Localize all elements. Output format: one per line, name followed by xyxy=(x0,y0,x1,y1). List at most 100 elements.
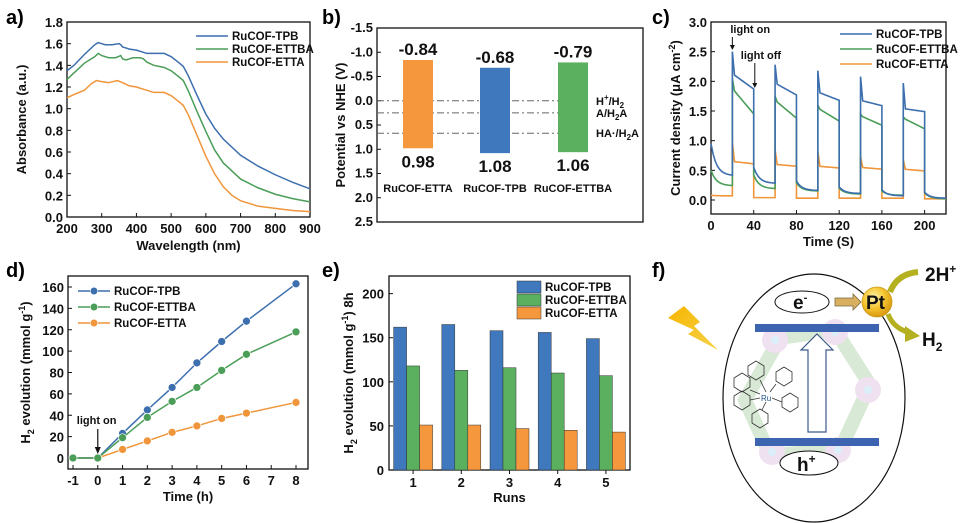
panel-label-c: c) xyxy=(652,7,670,29)
hole-label: h+ xyxy=(797,452,816,476)
y-tick-label: 140 xyxy=(42,301,64,316)
x-tick-label: 2 xyxy=(144,473,151,488)
y-tick-label: 0.6 xyxy=(45,145,63,160)
electron-transfer-arrow-icon xyxy=(834,293,862,311)
data-point xyxy=(242,408,251,418)
chart-h2-evolution-runs: 0 50 100 150 200 Runs H2 evolution (mmol g-1) … xyxy=(340,275,631,505)
x-tick-label: 5 xyxy=(602,475,609,490)
bar-rucof-tpb-run-1 xyxy=(393,326,407,471)
y-tick-label: 100 xyxy=(362,375,384,390)
y-tick-label: 0.8 xyxy=(45,123,63,138)
y-tick-label: 1.5 xyxy=(355,166,373,181)
series-line-rucof-etta xyxy=(66,79,311,213)
data-point xyxy=(118,445,127,454)
x-tick-label: 2 xyxy=(458,475,465,490)
data-point xyxy=(192,358,202,368)
data-point xyxy=(291,327,301,337)
band-bar-rucof-etta xyxy=(403,60,433,149)
bar-rucof-ettba-run-4 xyxy=(550,372,565,471)
y-axis-label: Absorbance (a.u.) xyxy=(14,65,29,175)
x-tick-label: -1 xyxy=(67,473,79,488)
band-bar-rucof-tpb xyxy=(480,67,510,154)
legend-label: RuCOF-ETTA xyxy=(232,57,305,69)
x-tick-label: 0 xyxy=(94,473,101,488)
y-tick-label: 150 xyxy=(362,331,384,346)
legend-marker xyxy=(89,318,99,328)
y-axis-label: Potential vs NHE (V) xyxy=(333,63,348,188)
data-point xyxy=(217,414,227,423)
y-tick-label: 0.0 xyxy=(355,93,373,108)
category-label: RuCOF-ETTBA xyxy=(534,183,612,195)
electron-label: e- xyxy=(793,292,808,314)
hole-badge xyxy=(779,450,839,476)
data-point xyxy=(118,433,127,443)
chart-absorbance: 200 300 400 500 600 700 800 900 0.0 0.2 0.4 0.6 0.8 1… xyxy=(14,15,321,253)
y-tick-label: 3.0 xyxy=(689,15,707,30)
series-line-rucof-tpb xyxy=(66,41,311,190)
y-tick-label: -1.0 xyxy=(351,44,373,59)
valence-band xyxy=(755,438,879,446)
legend-marker xyxy=(89,286,99,296)
bar-rucof-etta-run-3 xyxy=(515,428,530,471)
legend-label: RuCOF-ETTA xyxy=(114,318,187,330)
y-tick-label: 1.8 xyxy=(45,15,63,30)
y-tick-label: -0.5 xyxy=(351,69,373,84)
x-tick-label: 200 xyxy=(914,218,936,233)
x-tick-label: 80 xyxy=(789,218,803,233)
x-tick-label: 1 xyxy=(409,475,416,490)
x-tick-label: 120 xyxy=(828,218,850,233)
y-axis-label: H2 evolution (mmol g-1) xyxy=(17,301,36,443)
y-tick-label: 0.5 xyxy=(689,163,707,178)
x-tick-label: 4 xyxy=(554,475,562,490)
legend-label: RuCOF-TPB xyxy=(545,282,611,294)
legend-label: RuCOF-ETTA xyxy=(545,308,618,320)
y-tick-label: 160 xyxy=(42,280,64,295)
x-tick-label: 40 xyxy=(746,218,760,233)
x-tick-label: 700 xyxy=(230,221,252,236)
y-tick-label: 1.0 xyxy=(355,141,373,156)
particle-outline xyxy=(722,273,906,523)
plot-frame xyxy=(710,21,947,215)
data-point xyxy=(242,349,251,359)
data-point xyxy=(217,366,227,375)
y-tick-label: 0.5 xyxy=(355,117,373,132)
annotation-label: light on xyxy=(730,24,770,36)
bar-rucof-ettba-run-1 xyxy=(406,365,420,471)
x-tick-label: 4 xyxy=(193,473,201,488)
conduction-band xyxy=(755,324,879,332)
y-tick-label: 1.0 xyxy=(45,102,63,117)
y-tick-label: 80 xyxy=(50,366,64,381)
x-axis-label: Wavelength (nm) xyxy=(136,238,240,253)
series-line-rucof-etta xyxy=(710,142,946,200)
annotation-label: light off xyxy=(741,50,782,62)
y-tick-label: 1.6 xyxy=(45,37,63,52)
y-tick-label: 1.2 xyxy=(45,80,63,95)
legend-swatch-rucof-ettba xyxy=(516,293,542,307)
x-tick-label: 3 xyxy=(506,475,513,490)
vb-value-label: 1.08 xyxy=(478,157,511,176)
y-tick-label: 0.4 xyxy=(45,167,64,182)
x-tick-label: 400 xyxy=(126,221,148,236)
panel-label-d: d) xyxy=(6,260,25,282)
category-label: RuCOF-ETTA xyxy=(383,183,453,195)
x-tick-label: 3 xyxy=(168,473,175,488)
y-tick-label: 20 xyxy=(50,430,64,445)
chart-band-potential: -1.5 -1.0 -0.5 0.0 0.5 1.0 1.5 2.0 2.5 Potential … xyxy=(333,20,644,229)
data-point xyxy=(192,421,202,431)
y-axis-label: Current density (μA cm-2) xyxy=(667,40,683,196)
legend-label: RuCOF-ETTBA xyxy=(876,44,958,56)
mechanism-diagram: e- h+ Pt 2H+ H2 Ru xyxy=(668,262,956,523)
x-tick-label: 6 xyxy=(243,473,250,488)
y-tick-label: 0 xyxy=(57,451,64,466)
bar-rucof-etta-run-5 xyxy=(612,431,626,471)
y-tick-label: 0.0 xyxy=(689,193,707,208)
y-tick-label: 2.0 xyxy=(355,190,373,205)
x-tick-label: 1 xyxy=(119,473,126,488)
y-tick-label: 0 xyxy=(377,463,384,478)
bar-rucof-etta-run-4 xyxy=(563,430,578,471)
x-tick-label: 300 xyxy=(91,221,113,236)
series-line-rucof-tpb xyxy=(710,51,947,199)
y-axis-label: H2 evolution (mmol g-1) 8h xyxy=(340,292,359,453)
